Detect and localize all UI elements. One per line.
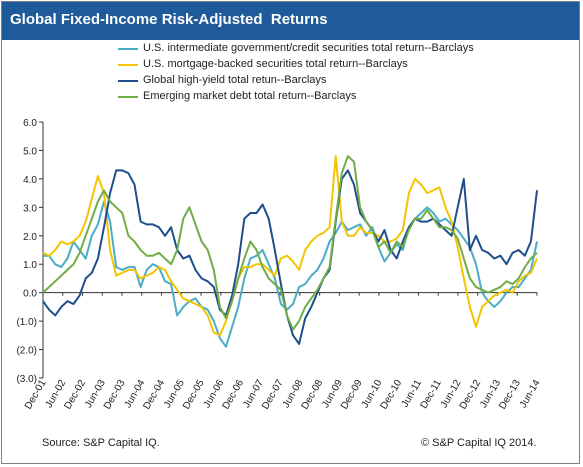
legend-item-mortgage-backed: U.S. mortgage-backed securities total re… xyxy=(118,58,538,74)
legend: U.S. intermediate government/credit secu… xyxy=(118,42,538,106)
legend-label: U.S. mortgage-backed securities total re… xyxy=(143,58,408,70)
legend-label: U.S. intermediate government/credit secu… xyxy=(143,42,474,54)
legend-swatch xyxy=(118,64,138,66)
y-tick-label: (3.0) xyxy=(16,374,37,385)
y-tick-label: 6.0 xyxy=(23,118,37,129)
legend-item-intermediate-govt-credit: U.S. intermediate government/credit secu… xyxy=(118,42,538,58)
legend-label: Emerging market debt total return--Barcl… xyxy=(143,90,357,102)
y-tick-label: 0.0 xyxy=(23,289,37,300)
legend-label: Global high-yield total retun--Barclays xyxy=(143,74,327,86)
copyright-note: © S&P Capital IQ 2014. xyxy=(421,437,537,449)
y-tick-label: 4.0 xyxy=(23,175,37,186)
y-tick-label: (2.0) xyxy=(16,346,37,357)
legend-item-global-high-yield: Global high-yield total retun--Barclays xyxy=(118,74,538,90)
title-bar: Global Fixed-Income Risk-Adjusted Return… xyxy=(2,2,579,40)
y-tick-label: 5.0 xyxy=(23,146,37,157)
series-line-3 xyxy=(42,155,538,331)
legend-swatch xyxy=(118,80,138,82)
y-tick-label: 2.0 xyxy=(23,232,37,243)
legend-item-emerging-market-debt: Emerging market debt total return--Barcl… xyxy=(118,90,538,106)
source-note: Source: S&P Capital IQ. xyxy=(42,437,160,449)
x-tick-label: Jun-14 xyxy=(518,378,543,410)
y-tick-label: (1.0) xyxy=(16,317,37,328)
y-tick-label: 3.0 xyxy=(23,203,37,214)
series-line-2 xyxy=(42,169,538,345)
legend-swatch xyxy=(118,96,138,98)
series-line-0 xyxy=(43,200,538,348)
y-tick-label: 1.0 xyxy=(23,260,37,271)
chart-title: Global Fixed-Income Risk-Adjusted Return… xyxy=(10,11,328,28)
legend-swatch xyxy=(118,48,138,50)
